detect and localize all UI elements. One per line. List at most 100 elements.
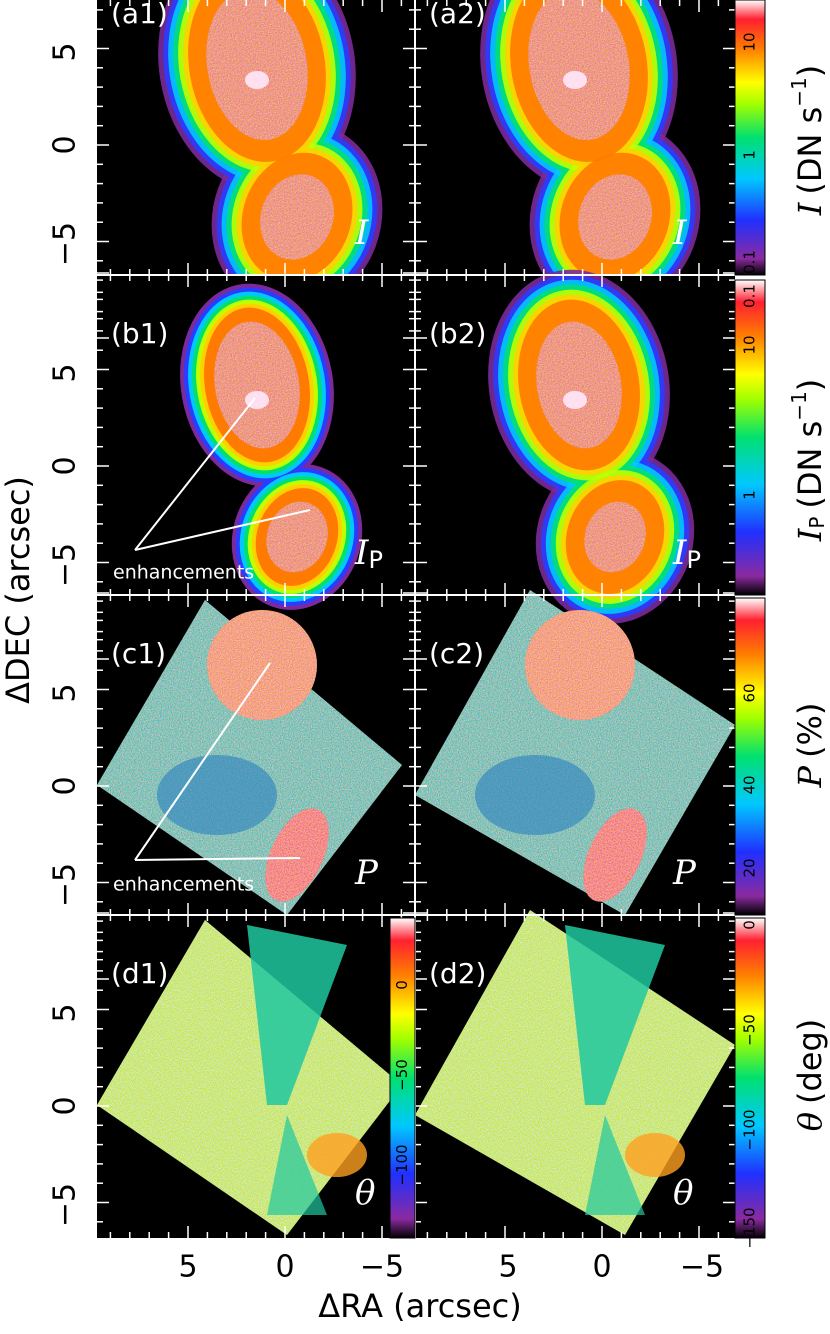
unit: (DN s: [791, 107, 829, 195]
panel-inner: [158, 0, 383, 275]
colorbar-tick-label: 0: [393, 980, 411, 990]
pointer: [134, 662, 271, 861]
unit: (DN s: [791, 421, 829, 509]
symbol: P: [791, 765, 829, 788]
core: [584, 501, 646, 573]
subscript: P: [368, 546, 382, 574]
y-tick-label: 5: [48, 42, 83, 61]
y-axis-label: ΔDEC (arcsec): [0, 476, 37, 704]
close: ): [791, 379, 829, 391]
colorbar-tick-label: 10: [741, 335, 759, 354]
panel-image: [180, 283, 363, 610]
panel-label: (b2): [429, 317, 486, 350]
panel-image: [488, 269, 695, 624]
colorbar-label: θ (deg): [791, 1019, 830, 1132]
orange: [625, 1133, 685, 1177]
map: [415, 590, 735, 915]
symbol: θ: [791, 1112, 829, 1131]
core: [260, 174, 334, 260]
x-tick-label: −5: [680, 1250, 724, 1285]
high-p: [265, 808, 329, 902]
annotation: enhancements: [113, 562, 254, 584]
v-shape: [585, 1115, 645, 1215]
y-tick-label: 0: [48, 776, 83, 795]
x-axis-label: ΔRA (arcsec): [318, 1287, 521, 1325]
colorbar-tick-label: 10: [741, 32, 759, 51]
pointer: [134, 857, 301, 861]
y-tick-label: −5: [48, 222, 83, 266]
colorbar-tick-label: 1: [741, 150, 759, 160]
core: [528, 0, 630, 141]
panel-label: (a1): [111, 0, 168, 30]
subscript: P: [805, 517, 829, 529]
peak: [245, 71, 269, 89]
y-tick-label: 5: [48, 683, 83, 702]
subscript: P: [686, 546, 700, 574]
symbol: θ: [673, 1173, 693, 1213]
panel-image: [97, 600, 402, 915]
core: [206, 0, 308, 141]
colorbar-tick-label: 0: [741, 920, 759, 930]
quantity-symbol: P: [354, 853, 379, 893]
quantity-symbol: IP: [672, 533, 701, 574]
v-shape: [247, 925, 347, 1105]
v-shape: [267, 1115, 327, 1215]
symbol: I: [354, 213, 369, 253]
pointer: [134, 397, 256, 551]
y-tick-label: 5: [48, 1003, 83, 1022]
peak: [563, 391, 587, 409]
pointer: [134, 509, 311, 551]
y-tick-label: −5: [48, 1183, 83, 1227]
panel-label: (d2): [429, 957, 486, 990]
colorbar: [734, 917, 766, 1239]
quantity-symbol: IP: [354, 533, 383, 574]
x-tick-label: 5: [178, 1250, 197, 1285]
unit: (%): [791, 703, 829, 758]
core: [578, 174, 652, 260]
close: ): [791, 65, 829, 77]
y-tick-label: −5: [48, 863, 83, 907]
colorbar-tick-label: −150: [741, 1207, 759, 1248]
colorbar-tick-label: 20: [741, 858, 759, 877]
exponent: −1: [787, 391, 811, 420]
colorbar: [734, 279, 766, 596]
panel-inner: [480, 0, 701, 275]
core: [214, 321, 300, 449]
panel-label: (a2): [429, 0, 486, 30]
peak: [563, 71, 587, 89]
x-tick-label: −5: [360, 1250, 404, 1285]
symbol: P: [672, 853, 697, 893]
colorbar-tick-label: −100: [393, 1144, 411, 1185]
panel-label: (d1): [111, 957, 168, 990]
quantity-symbol: θ: [355, 1173, 375, 1213]
colorbar-tick-label: 0.1: [741, 284, 759, 308]
quantity-symbol: P: [672, 853, 697, 893]
symbol: I: [672, 533, 687, 573]
annotation: enhancements: [113, 874, 254, 896]
panel-label: (c2): [429, 637, 484, 670]
panel-image: [158, 0, 383, 275]
colorbar-label: I (DN s−1): [787, 65, 830, 217]
symbol: I: [791, 527, 829, 542]
colorbar-tick-label: 0.1: [741, 250, 759, 274]
symbol: I: [354, 533, 369, 573]
y-tick-label: −5: [48, 543, 83, 587]
symbol: P: [354, 853, 379, 893]
symbol: I: [672, 213, 687, 253]
x-tick-label: 5: [498, 1250, 517, 1285]
colorbar-tick-label: 60: [741, 683, 759, 702]
panel-image: [415, 590, 735, 915]
colorbar: [734, 597, 766, 916]
panel-image: [415, 910, 735, 1235]
symbol: θ: [355, 1173, 375, 1213]
panel-label: (c1): [111, 637, 166, 670]
core: [266, 501, 328, 573]
colorbar-tick-label: −100: [741, 1109, 759, 1150]
colorbar-tick-label: 1: [741, 490, 759, 500]
y-tick-label: 0: [48, 1096, 83, 1115]
symbol: I: [791, 201, 829, 216]
colorbar: [734, 0, 766, 276]
low-p: [157, 755, 277, 835]
quantity-symbol: θ: [673, 1173, 693, 1213]
panel-image: [480, 0, 701, 275]
